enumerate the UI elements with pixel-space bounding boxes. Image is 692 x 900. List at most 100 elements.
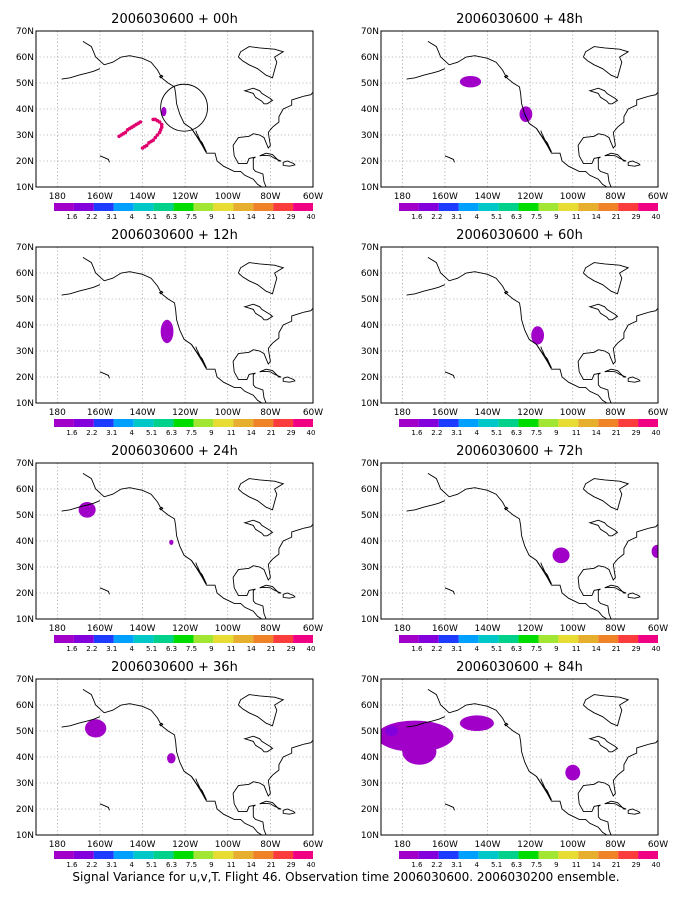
lon-tick-label: 140W xyxy=(129,840,155,850)
coastline xyxy=(191,128,207,153)
variance-contour xyxy=(161,106,167,117)
lat-tick-label: 40N xyxy=(16,105,34,115)
colorbar-label: 6.3 xyxy=(166,861,177,869)
lat-tick-label: 30N xyxy=(16,131,34,141)
observation-point xyxy=(159,122,164,127)
colorbar-swatch xyxy=(618,203,639,211)
lat-tick-label: 50N xyxy=(361,79,379,89)
colorbar-swatch xyxy=(213,635,234,643)
colorbar-label: 40 xyxy=(307,429,316,437)
coastline xyxy=(237,46,285,79)
colorbar-label: 21 xyxy=(267,645,276,653)
colorbar-swatch xyxy=(399,851,419,859)
map-panel: 2006030600 + 84h 70N 60N 50N 40N 30N 20N 10N 180… xyxy=(361,660,668,869)
colorbar-swatch xyxy=(399,203,419,211)
lon-tick-label: 100W xyxy=(560,408,586,418)
lon-tick-label: 80W xyxy=(260,624,280,634)
lon-tick-label: 140W xyxy=(474,840,500,850)
coastline xyxy=(82,463,313,619)
variance-contour xyxy=(78,502,96,518)
coastline xyxy=(588,519,619,537)
colorbar-swatch xyxy=(578,203,599,211)
lon-tick-label: 160W xyxy=(432,840,458,850)
lat-tick-label: 30N xyxy=(361,563,379,573)
colorbar-swatch xyxy=(538,851,559,859)
colorbar-label: 14 xyxy=(592,429,601,437)
coastline xyxy=(582,478,630,511)
lat-tick-label: 60N xyxy=(16,701,34,711)
lon-tick-label: 80W xyxy=(605,192,625,202)
lat-tick-label: 70N xyxy=(361,675,379,685)
colorbar-swatch xyxy=(518,635,539,643)
lon-tick-label: 100W xyxy=(215,624,241,634)
colorbar-swatch xyxy=(153,635,174,643)
colorbar-label: 7.5 xyxy=(531,213,542,221)
lat-tick-label: 30N xyxy=(16,779,34,789)
colorbar-swatch xyxy=(498,635,519,643)
colorbar-swatch xyxy=(638,851,658,859)
panel-title: 2006030600 + 84h xyxy=(456,660,583,675)
variance-contour xyxy=(385,725,399,737)
colorbar-label: 1.6 xyxy=(66,645,78,653)
colorbar-label: 29 xyxy=(287,213,296,221)
variance-contour xyxy=(381,720,454,752)
lat-tick-label: 40N xyxy=(16,537,34,547)
lon-tick-label: 60W xyxy=(303,408,323,418)
variance-contour xyxy=(85,719,107,738)
lat-tick-label: 20N xyxy=(16,373,34,383)
lat-tick-label: 30N xyxy=(16,563,34,573)
colorbar-swatch xyxy=(458,635,479,643)
coastline xyxy=(61,500,101,512)
colorbar-swatch xyxy=(153,419,174,427)
colorbar-swatch xyxy=(273,419,294,427)
coastline xyxy=(444,155,455,163)
colorbar-swatch xyxy=(133,419,154,427)
colorbar-swatch xyxy=(598,203,619,211)
colorbar-swatch xyxy=(438,851,459,859)
colorbar-swatch xyxy=(93,203,114,211)
coastline xyxy=(657,699,658,700)
colorbar-label: 29 xyxy=(632,645,641,653)
colorbar-label: 2.2 xyxy=(431,213,442,221)
lat-tick-label: 10N xyxy=(16,183,34,193)
colorbar-swatch xyxy=(498,851,519,859)
colorbar-swatch xyxy=(253,635,274,643)
lon-tick-label: 180 xyxy=(394,408,411,418)
lat-tick-label: 20N xyxy=(361,157,379,167)
lon-tick-label: 100W xyxy=(560,840,586,850)
colorbar-label: 21 xyxy=(612,861,621,869)
colorbar-swatch xyxy=(458,851,479,859)
coastline xyxy=(588,303,619,321)
lon-tick-label: 120W xyxy=(517,408,543,418)
coastline xyxy=(627,376,641,383)
colorbar-label: 29 xyxy=(287,429,296,437)
colorbar-swatch xyxy=(93,419,114,427)
colorbar-swatch xyxy=(293,635,313,643)
colorbar-label: 21 xyxy=(612,645,621,653)
colorbar-swatch xyxy=(54,203,74,211)
colorbar-swatch xyxy=(598,419,619,427)
coastline xyxy=(259,368,282,378)
colorbar-swatch xyxy=(399,635,419,643)
colorbar-label: 29 xyxy=(287,861,296,869)
panel-title: 2006030600 + 00h xyxy=(111,12,238,27)
colorbar-label: 3.1 xyxy=(451,429,462,437)
colorbar-label: 1.6 xyxy=(411,429,423,437)
colorbar-label: 14 xyxy=(247,213,256,221)
colorbar-label: 7.5 xyxy=(186,861,197,869)
lat-tick-label: 50N xyxy=(16,511,34,521)
colorbar-label: 11 xyxy=(227,213,236,221)
colorbar-label: 14 xyxy=(247,645,256,653)
colorbar-swatch xyxy=(518,203,539,211)
colorbar-label: 11 xyxy=(572,429,581,437)
colorbar-label: 9 xyxy=(554,213,558,221)
colorbar-label: 9 xyxy=(554,861,558,869)
coastline xyxy=(444,587,455,595)
lat-tick-label: 40N xyxy=(361,753,379,763)
coastline xyxy=(627,592,641,599)
colorbar-label: 5.1 xyxy=(146,861,157,869)
colorbar-label: 14 xyxy=(247,429,256,437)
coastline xyxy=(191,560,207,585)
coastline xyxy=(503,506,509,511)
colorbar-swatch xyxy=(54,851,74,859)
